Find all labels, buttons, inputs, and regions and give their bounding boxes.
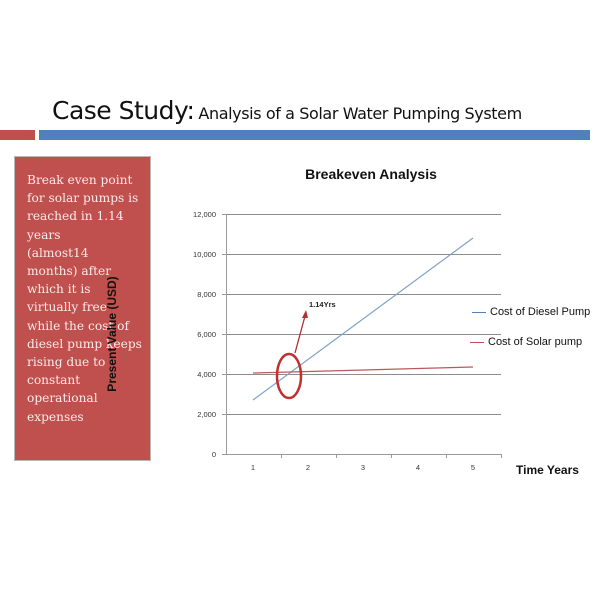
note-line: reached in 1.14 xyxy=(27,209,124,224)
note-line: months) after xyxy=(27,264,112,279)
note-line: which it is xyxy=(27,282,91,297)
series-line-solar xyxy=(252,366,474,374)
arrow-head-icon xyxy=(302,310,308,318)
note-line: while the cost of xyxy=(27,318,130,333)
accent-bar-red xyxy=(0,130,35,140)
summary-note-text: Break even point for solar pumps is reac… xyxy=(27,171,149,426)
y-tick: 10,000 xyxy=(193,250,216,259)
x-tick: 3 xyxy=(360,463,366,472)
y-axis-label: Present Value (USD) xyxy=(105,276,119,392)
note-line: virtually free xyxy=(27,300,107,315)
summary-note-box: Break even point for solar pumps is reac… xyxy=(14,156,151,461)
slide-title: Case Study: Analysis of a Solar Water Pum… xyxy=(52,96,522,125)
y-tick: 4,000 xyxy=(197,370,216,379)
x-tick: 1 xyxy=(250,463,256,472)
note-line: operational xyxy=(27,391,98,406)
note-line: (almost14 xyxy=(27,245,89,260)
y-tick: 12,000 xyxy=(193,210,216,219)
legend-item-diesel: Cost of Diesel Pump xyxy=(472,306,590,318)
breakeven-circle xyxy=(275,352,303,400)
legend-swatch-diesel xyxy=(472,311,486,313)
legend-label-diesel: Cost of Diesel Pump xyxy=(490,306,591,318)
accent-bar-blue xyxy=(39,130,590,140)
slide-title-main: Case Study: xyxy=(52,96,195,125)
legend-label-solar: Cost of Solar pump xyxy=(488,336,583,348)
slide-title-sub: Analysis of a Solar Water Pumping System xyxy=(198,104,522,123)
breakeven-annotation: 1.14Yrs xyxy=(309,300,336,309)
note-line: diesel pump keeps xyxy=(27,336,142,351)
note-line: constant xyxy=(27,373,81,388)
axes xyxy=(222,214,502,458)
gridlines xyxy=(226,214,501,415)
note-line: for solar pumps is xyxy=(27,191,139,206)
y-tick: 6,000 xyxy=(197,330,216,339)
y-tick: 8,000 xyxy=(197,290,216,299)
note-line: Break even point xyxy=(27,173,133,187)
note-line: expenses xyxy=(27,409,84,424)
note-line: years xyxy=(27,227,61,242)
series-line-diesel xyxy=(252,237,474,401)
y-tick: 0 xyxy=(211,450,216,459)
annotation-arrow xyxy=(294,315,306,354)
note-line: rising due to xyxy=(27,355,106,370)
y-tick: 2,000 xyxy=(197,410,216,419)
x-tick: 5 xyxy=(470,463,476,472)
x-axis-label: Time Years xyxy=(516,463,579,477)
chart-title: Breakeven Analysis xyxy=(305,166,437,182)
x-tick: 2 xyxy=(305,463,311,472)
legend-item-solar: Cost of Solar pump xyxy=(470,336,582,348)
x-tick: 4 xyxy=(415,463,421,472)
legend-swatch-solar xyxy=(470,341,484,343)
